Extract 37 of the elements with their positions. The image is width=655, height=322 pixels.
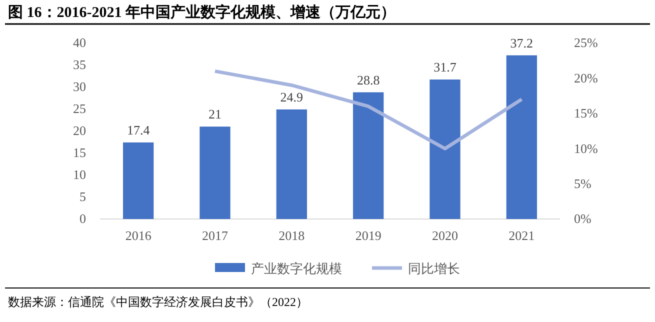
- bar: [123, 142, 154, 219]
- source-note: 数据来源：信通院《中国数字经济发展白皮书》（2022）: [8, 295, 308, 309]
- y2-tick-label: 20%: [574, 70, 598, 86]
- x-tick-label: 2020: [432, 228, 458, 244]
- x-tick-label: 2018: [278, 228, 305, 244]
- x-tick-label: 2021: [508, 228, 535, 244]
- y-tick-label: 10: [73, 167, 86, 182]
- y2-tick-label: 0%: [574, 211, 592, 226]
- chart-title: 图 16：2016-2021 年中国产业数字化规模、增速（万亿元）: [8, 3, 396, 21]
- y-tick-label: 40: [73, 35, 86, 50]
- x-tick-label: 2019: [355, 228, 382, 244]
- y-tick-label: 0: [80, 211, 86, 226]
- x-tick-label: 2016: [125, 228, 152, 244]
- y-tick-label: 30: [73, 79, 86, 94]
- data-label: 28.8: [356, 72, 380, 88]
- data-label: 31.7: [434, 60, 457, 75]
- legend-label: 同比增长: [408, 261, 460, 276]
- data-label: 24.9: [280, 89, 304, 104]
- bar: [353, 92, 384, 219]
- x-tick-label: 2017: [202, 228, 228, 244]
- y2-tick-label: 5%: [574, 176, 592, 191]
- y2-tick-label: 25%: [574, 35, 598, 50]
- y2-tick-label: 10%: [574, 140, 598, 156]
- y-tick-label: 25: [73, 101, 86, 116]
- y-tick-label: 35: [73, 57, 86, 72]
- bar: [430, 80, 460, 219]
- y-tick-label: 15: [73, 145, 86, 160]
- data-label: 17.4: [126, 122, 150, 138]
- data-label: 21: [208, 106, 222, 122]
- y2-tick-label: 15%: [574, 106, 598, 121]
- legend-label: 产业数字化规模: [251, 261, 342, 276]
- y-tick-label: 5: [80, 189, 86, 204]
- y-tick-label: 20: [73, 123, 86, 138]
- data-label: 37.2: [510, 35, 534, 50]
- bar: [506, 55, 537, 219]
- bar: [200, 126, 230, 219]
- bar: [276, 109, 307, 219]
